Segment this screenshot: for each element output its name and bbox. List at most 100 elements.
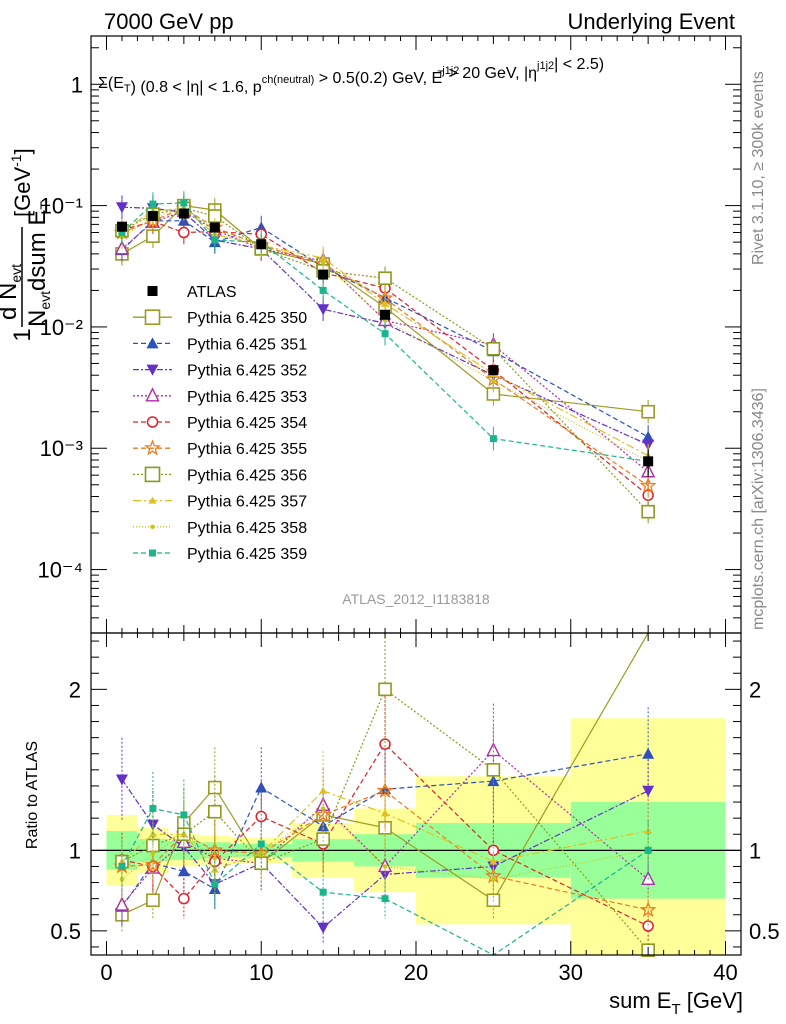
marker-open-square: [641, 504, 655, 519]
y-tick-label: 1: [71, 72, 83, 97]
marker-dot: [150, 524, 155, 529]
marker-filled-square: [256, 239, 267, 250]
marker-triangle-down: [146, 364, 159, 376]
header-left: 7000 GeV pp: [104, 9, 234, 34]
selection-annotation: Σ(ET) (0.8 < |η| < 1.6, pch(neutral) > 0…: [98, 56, 604, 96]
x-tick-label: 20: [404, 960, 428, 985]
marker-open-circle: [146, 416, 159, 428]
legend-label: ATLAS: [187, 284, 237, 301]
annotation-part: T: [437, 69, 444, 81]
marker-filled-square-small: [118, 862, 126, 870]
marker-triangle-down: [115, 202, 128, 214]
ratio-y-tick-label-right: 0.5: [749, 919, 780, 944]
annotation-part: T: [124, 83, 131, 95]
legend-label: Pythia 6.425 351: [187, 336, 307, 353]
annotation-part: Σ(E: [98, 75, 124, 92]
marker-filled-square: [178, 208, 189, 219]
header-right: Underlying Event: [567, 9, 735, 34]
marker-open-square: [146, 893, 160, 908]
marker-open-square: [208, 804, 222, 819]
legend-label: Pythia 6.425 353: [187, 389, 307, 406]
marker-filled-square-small: [180, 811, 188, 819]
ratio-panel: [90, 632, 742, 957]
marker-dot: [491, 877, 496, 882]
legend-label: Pythia 6.425 354: [187, 415, 307, 432]
legend-entry: Pythia 6.425 359: [133, 546, 307, 563]
legend-entry: Pythia 6.425 358: [133, 520, 307, 537]
ratio-y-axis-label: Ratio to ATLAS: [24, 741, 41, 849]
y-label-one: 1: [9, 328, 36, 341]
ratio-line-354: [121, 743, 649, 927]
ratio-line-356: [121, 688, 649, 951]
marker-filled-square-small: [257, 840, 265, 848]
marker-filled-square-small: [211, 880, 219, 888]
ratio-y-tick-label-right: 2: [749, 677, 761, 702]
marker-dot: [212, 856, 218, 861]
x-tick-label: 10: [249, 960, 273, 985]
marker-open-square: [378, 682, 392, 697]
marker-open-square: [208, 780, 222, 795]
marker-triangle-small: [210, 865, 219, 873]
marker-filled-square-small: [118, 229, 126, 237]
y-label-unit: [GeV-1]: [8, 148, 35, 217]
legend-label: Pythia 6.425 358: [187, 520, 307, 537]
marker-filled-square-small: [381, 895, 389, 903]
legend-entry: ATLAS: [147, 284, 237, 301]
legend: ATLAS Pythia 6.425 350 Pythia 6.425 351 Pyt…: [133, 284, 307, 563]
marker-open-triangle: [114, 896, 130, 911]
marker-triangle-down: [317, 922, 330, 934]
marker-triangle-small: [319, 786, 328, 794]
series-line-352: [121, 206, 649, 446]
legend-label: Pythia 6.425 359: [187, 546, 307, 563]
annotation-part: > 20 GeV, |η: [444, 65, 537, 82]
marker-filled-square: [643, 456, 654, 467]
y-tick-label: 10⁻³: [40, 436, 83, 461]
marker-triangle-up: [146, 337, 159, 349]
marker-dot: [259, 851, 264, 856]
marker-open-square: [316, 832, 330, 846]
marker-star: [639, 476, 657, 493]
ratio-y-tick-label-left: 2: [69, 677, 81, 702]
ratio-y-tick-label-left: 1: [69, 838, 81, 863]
top-panel: [90, 35, 742, 634]
x-axis-label: sum ET [GeV]: [609, 988, 743, 1018]
marker-filled-square: [488, 365, 499, 376]
analysis-watermark: ATLAS_2012_I1183818: [342, 591, 490, 607]
marker-dot: [181, 832, 187, 837]
marker-dot: [150, 851, 156, 856]
side-label-rivet: Rivet 3.1.10, ≥ 300k events: [750, 71, 767, 265]
ratio-line-357: [121, 790, 649, 871]
marker-open-circle: [642, 920, 654, 932]
x-tick-label: 30: [559, 960, 583, 985]
marker-open-square: [486, 342, 501, 356]
ratio-y-tick-label-right: 1: [749, 838, 761, 863]
marker-filled-square-small: [319, 888, 327, 896]
ratio-line-353: [121, 749, 649, 906]
legend-entry: Pythia 6.425 356: [133, 466, 307, 484]
annotation-part: | < 2.5): [554, 56, 604, 73]
y-label-numerator: d Nevt: [0, 264, 24, 320]
marker-dot: [119, 877, 125, 882]
marker-filled-square-small: [489, 435, 497, 443]
series-line-354: [121, 220, 649, 496]
marker-dot: [320, 806, 326, 811]
legend-entry: Pythia 6.425 357: [133, 494, 307, 511]
series-line-356: [121, 207, 649, 513]
marker-filled-square: [318, 269, 329, 280]
marker-open-circle: [178, 226, 190, 239]
legend-label: Pythia 6.425 352: [187, 363, 307, 380]
legend-entry: Pythia 6.425 350: [133, 309, 307, 327]
marker-triangle-small: [381, 299, 390, 307]
marker-filled-square-small: [381, 330, 389, 338]
marker-star: [144, 439, 161, 456]
top-panel-frame: [90, 35, 742, 634]
x-tick-label: 0: [100, 960, 112, 985]
marker-filled-square-small: [149, 549, 156, 557]
y-label-denominator: Nevtdsum ET: [24, 201, 53, 327]
legend-entry: Pythia 6.425 353: [133, 387, 307, 406]
marker-triangle-down: [317, 304, 330, 316]
marker-filled-square-small: [644, 846, 652, 854]
annotation-part: j1j2: [536, 60, 554, 72]
marker-triangle-down: [115, 774, 128, 786]
